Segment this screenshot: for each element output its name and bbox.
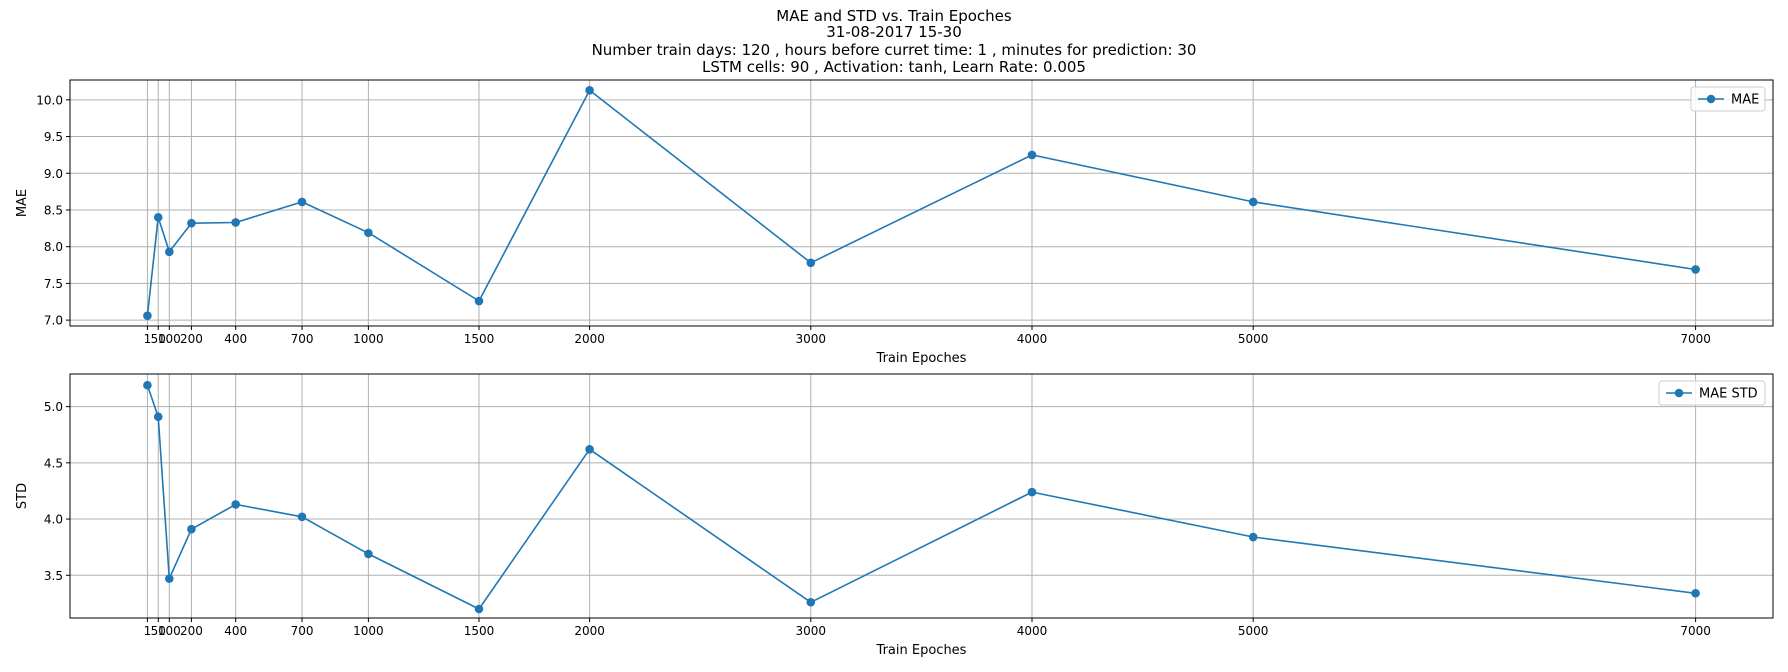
chart-2-y-tick-label: 4.5 <box>44 456 63 470</box>
chart-1-y-axis-label: MAE <box>15 189 30 217</box>
figure-title-line-2: 31-08-2017 15-30 <box>826 23 962 41</box>
chart-1-data-point <box>364 228 373 238</box>
chart-1-data-point <box>153 213 163 222</box>
chart-1-legend: MAE <box>1690 86 1766 112</box>
chart-2-x-tick-label: 1 <box>144 624 152 638</box>
chart-2-x-axis-label: Train Epoches <box>876 643 967 658</box>
chart-1-x-tick-label: 200 <box>180 332 203 346</box>
chart-1-x-tick-label: 1000 <box>353 332 384 346</box>
chart-2-data-point <box>143 380 152 390</box>
figure-title-line-4: LSTM cells: 90 , Activation: tanh, Learn… <box>702 58 1086 76</box>
chart-1-data-point <box>585 85 594 95</box>
chart-2-data-point <box>585 445 594 454</box>
chart-1-x-tick-label: 700 <box>291 332 314 346</box>
chart-2-legend-box <box>1658 380 1766 406</box>
chart-1-x-tick-label: 1500 <box>464 332 495 346</box>
chart-1-x-tick-label: 1 <box>144 332 152 346</box>
chart-2-y-tick-label: 4.0 <box>44 513 63 527</box>
chart-1-x-tick-label: 4000 <box>1017 332 1048 346</box>
chart-1-axes-frame <box>69 79 1774 327</box>
chart-2-data-point <box>231 500 240 509</box>
chart-1-y-tick-label: 9.5 <box>44 130 63 144</box>
chart-2-x-tick-label: 4000 <box>1017 624 1048 638</box>
chart-2-data-point <box>297 512 307 522</box>
chart-1-x-tick-label: 5000 <box>1238 332 1269 346</box>
chart-2-x-tick-label: 1500 <box>464 624 495 638</box>
chart-2-x-tick-label: 2000 <box>574 624 605 638</box>
chart-2-legend-label: MAE STD <box>1699 387 1758 402</box>
chart-2-y-tick-label: 5.0 <box>44 400 63 414</box>
chart-1-x-axis-label: Train Epoches <box>876 351 967 366</box>
chart-2-data-point <box>153 412 163 422</box>
chart-2-legend: MAE STD <box>1658 380 1766 406</box>
chart-2-x-tick-label: 200 <box>180 624 203 638</box>
chart-1-data-point <box>806 258 816 268</box>
chart-2-x-tick-label: 7000 <box>1680 624 1711 638</box>
chart-1-x-tick-label: 50 <box>151 332 166 346</box>
chart-2-data-point <box>1691 588 1700 598</box>
chart-2-x-tick-label: 400 <box>224 624 247 638</box>
chart-2-x-tick-label: 5000 <box>1238 624 1269 638</box>
chart-1-legend-label: MAE <box>1731 93 1759 108</box>
chart-1-x-tick-label: 2000 <box>574 332 605 346</box>
chart-1-data-point <box>474 296 484 306</box>
chart-2-x-tick-label: 3000 <box>796 624 827 638</box>
chart-2-x-tick-label: 1000 <box>353 624 384 638</box>
chart-2-data-point <box>364 549 373 559</box>
chart-2-axes-frame <box>69 373 1774 619</box>
chart-1-x-tick-label: 7000 <box>1680 332 1711 346</box>
chart-1-x-tick-label: 400 <box>224 332 247 346</box>
chart-1-data-point <box>231 218 240 227</box>
chart-2-x-tick-label: 100 <box>158 624 181 638</box>
chart-1-data-point <box>143 311 152 321</box>
chart-1-y-tick-label: 8.0 <box>44 240 63 254</box>
chart-1-y-tick-label: 7.0 <box>44 314 63 328</box>
chart-1-legend-box <box>1690 86 1766 112</box>
chart-2-legend-marker <box>1674 388 1684 398</box>
chart-2-y-tick-label: 3.5 <box>44 569 63 583</box>
chart-2-data-point <box>474 604 484 614</box>
chart-1-y-tick-label: 7.5 <box>44 277 63 291</box>
chart-1-x-tick-label: 3000 <box>796 332 827 346</box>
chart-2-data-point <box>1027 487 1037 497</box>
figure-title-line-1: MAE and STD vs. Train Epoches <box>776 7 1012 25</box>
chart-2-x-tick-label: 700 <box>291 624 314 638</box>
chart-1-data-point <box>187 218 196 228</box>
chart-1-series-line <box>146 89 1696 316</box>
chart-1-y-tick-label: 10.0 <box>36 93 63 107</box>
chart-2-data-point <box>1248 532 1258 542</box>
chart-1-data-point <box>1027 150 1037 160</box>
chart-2-data-point <box>806 597 816 607</box>
chart-1-y-tick-label: 8.5 <box>44 203 63 217</box>
chart-1-data-point <box>1248 197 1258 207</box>
chart-1-data-point <box>297 197 307 207</box>
chart-2-x-tick-label: 50 <box>151 624 166 638</box>
chart-1-data-point <box>165 247 174 257</box>
chart-1-y-tick-label: 9.0 <box>44 167 63 181</box>
figure-title-line-3: Number train days: 120 , hours before cu… <box>591 41 1197 59</box>
chart-2-data-point <box>165 574 174 583</box>
chart-2-y-axis-label: STD <box>15 483 30 509</box>
chart-1-data-point <box>1691 265 1700 274</box>
chart-1-legend-marker <box>1706 94 1716 104</box>
chart-2-data-point <box>187 524 196 534</box>
chart-1-x-tick-label: 100 <box>158 332 181 346</box>
